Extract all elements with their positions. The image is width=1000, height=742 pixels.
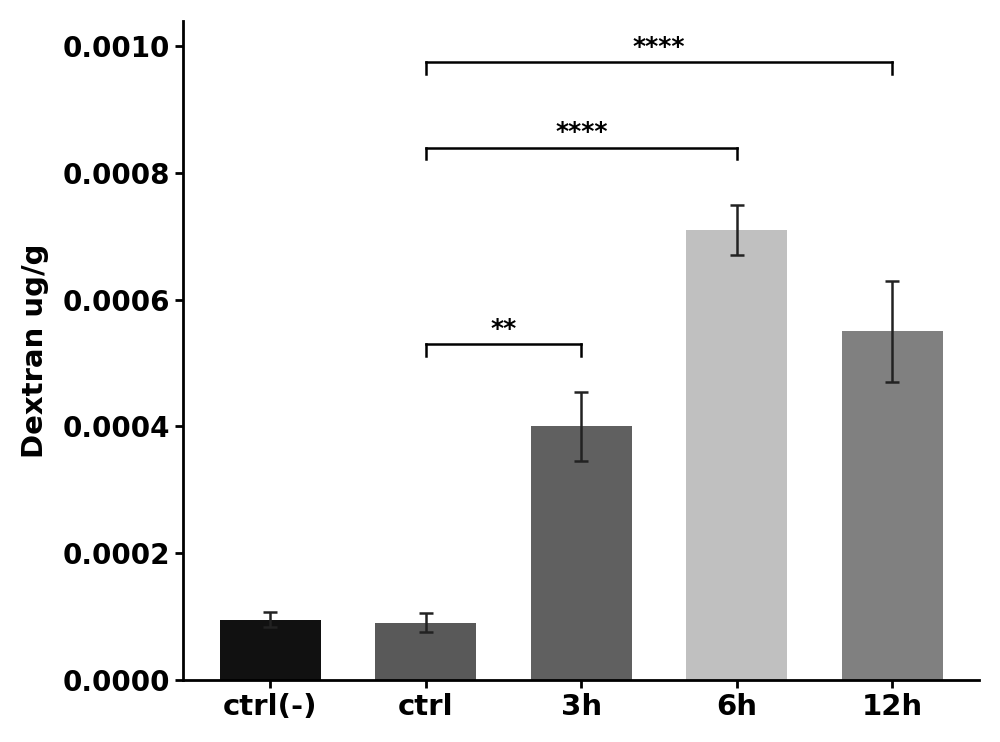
Text: ****: **** (555, 120, 608, 144)
Bar (531, 427, 632, 680)
Bar (842, 332, 943, 680)
Text: **: ** (490, 317, 517, 341)
Bar (375, 623, 476, 680)
Y-axis label: Dextran ug/g: Dextran ug/g (21, 243, 49, 458)
Bar (686, 230, 787, 680)
Text: ****: **** (633, 35, 685, 59)
Bar (220, 620, 321, 680)
